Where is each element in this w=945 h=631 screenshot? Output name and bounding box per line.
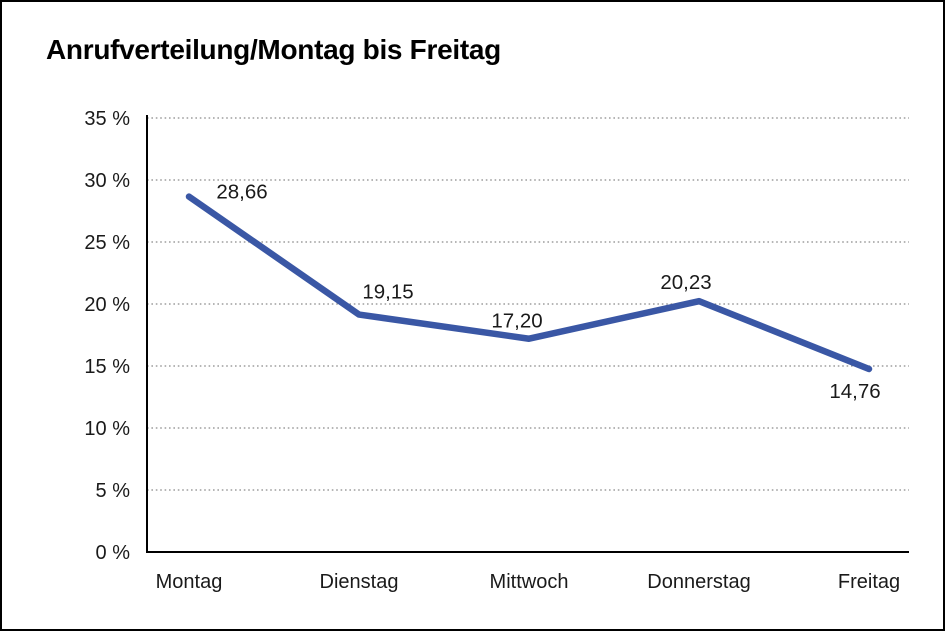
data-label: 20,23	[660, 271, 711, 294]
x-axis-label: Dienstag	[320, 571, 399, 593]
y-axis-tick-label: 25 %	[84, 232, 130, 254]
x-axis-label: Mittwoch	[490, 571, 569, 593]
y-axis-tick-label: 30 %	[84, 170, 130, 192]
y-axis-tick-label: 10 %	[84, 418, 130, 440]
x-axis-label: Freitag	[838, 571, 900, 593]
y-axis-tick-label: 5 %	[96, 480, 131, 502]
y-axis-tick-label: 15 %	[84, 356, 130, 378]
x-axis-label: Donnerstag	[647, 571, 750, 593]
data-label: 14,76	[829, 380, 880, 403]
chart-title: Anrufverteilung/Montag bis Freitag	[46, 34, 501, 65]
data-label: 17,20	[491, 310, 542, 333]
y-axis-tick-label: 0 %	[96, 542, 131, 564]
y-axis-tick-label: 20 %	[84, 294, 130, 316]
x-axis-label: Montag	[156, 571, 223, 593]
data-line	[185, 193, 873, 373]
data-label: 19,15	[362, 281, 413, 304]
data-label: 28,66	[216, 181, 267, 204]
y-axis-tick-label: 35 %	[84, 108, 130, 130]
